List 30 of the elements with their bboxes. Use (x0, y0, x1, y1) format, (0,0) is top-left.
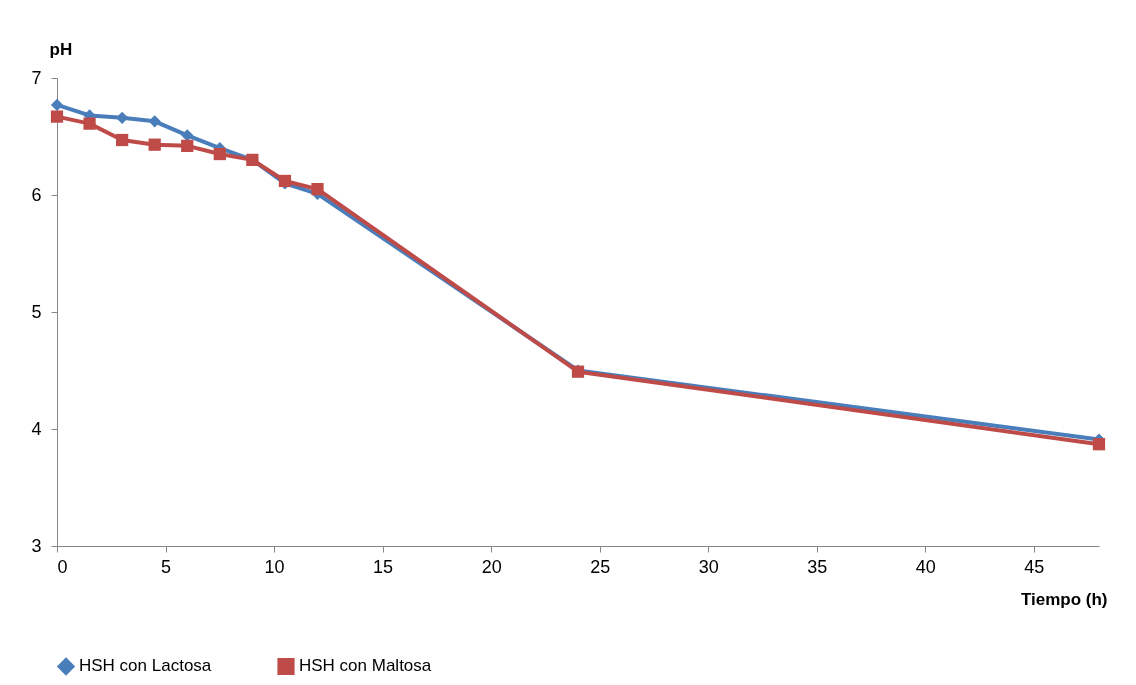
y-tick-label: 3 (31, 535, 42, 556)
point (148, 115, 161, 128)
y-tick-label: 5 (31, 301, 42, 322)
x-tick-label: 45 (1024, 556, 1045, 577)
legend-label: HSH con Lactosa (79, 656, 212, 676)
y-tick-label: 6 (31, 184, 42, 205)
x-tick-label: 25 (590, 556, 611, 577)
point (116, 111, 129, 124)
point (311, 183, 324, 196)
point (116, 133, 129, 147)
x-tick-label: 5 (161, 556, 172, 577)
point (148, 138, 161, 151)
x-axis-title: Tiempo (h) (1020, 589, 1108, 609)
y-axis-title: pH (49, 39, 73, 59)
x-tick-label: 20 (481, 556, 502, 577)
point (50, 110, 64, 123)
point (50, 98, 64, 112)
legend-label: HSH con Maltosa (299, 656, 432, 676)
y-tick-label: 7 (31, 67, 42, 88)
x-tick-label: 35 (807, 556, 828, 577)
point (1092, 438, 1106, 451)
x-tick-label: 40 (915, 556, 936, 577)
x-tick-label: 30 (698, 556, 719, 577)
y-tick-label: 4 (31, 418, 42, 439)
x-tick-label: 15 (373, 556, 394, 577)
point (181, 139, 194, 152)
x-tick-label: 0 (57, 556, 68, 577)
point (83, 117, 96, 130)
point (213, 147, 226, 161)
x-tick-label: 10 (264, 556, 285, 577)
